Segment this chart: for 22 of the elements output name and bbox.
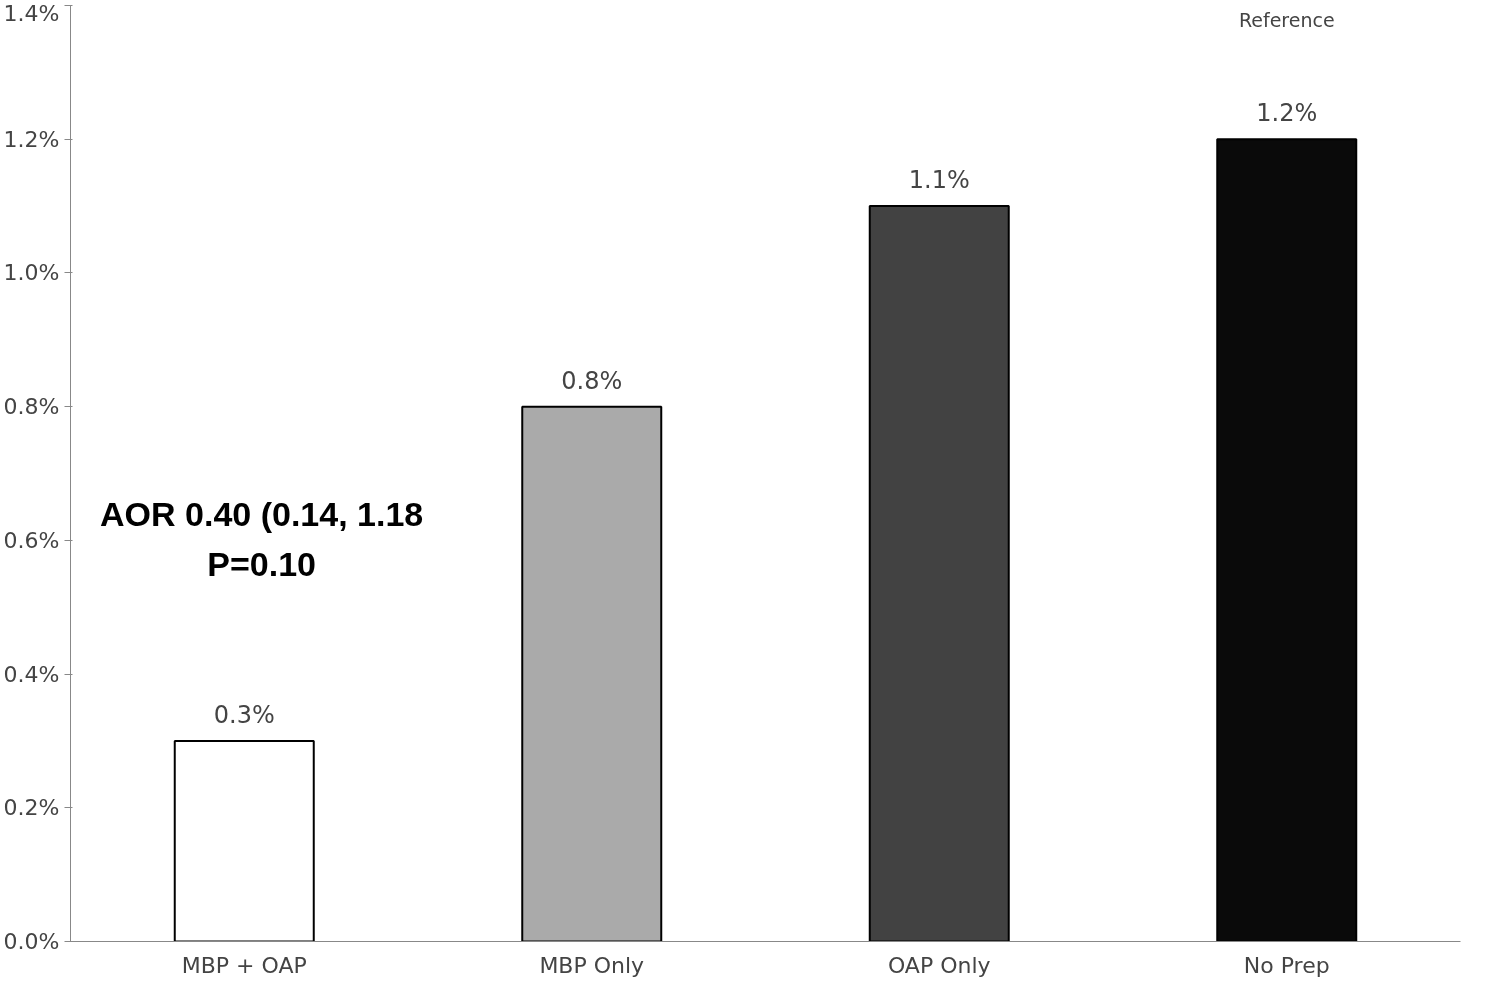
bar [521, 405, 663, 942]
x-tick-label: OAP Only [887, 952, 991, 978]
x-tick-label: MBP Only [539, 952, 645, 978]
y-tick-label: 1.2% [3, 126, 60, 152]
y-tick-label: 1.0% [3, 260, 60, 286]
data-label: 1.1% [908, 166, 970, 195]
data-label: 1.2% [1256, 99, 1318, 128]
x-tick-label: MBP + OAP [181, 952, 307, 978]
y-tick-label: 0.6% [3, 527, 60, 553]
x-tick-label: No Prep [1243, 952, 1330, 978]
data-label: 0.3% [213, 700, 275, 729]
y-tick-label: 1.4% [3, 0, 60, 26]
bar [868, 205, 1010, 942]
data-label: 0.8% [561, 366, 623, 395]
annotation: AOR 0.40 (0.14, 1.18 P=0.10 [100, 495, 424, 583]
bar [1216, 138, 1358, 942]
y-tick-label: 0.2% [3, 795, 60, 821]
y-tick-label: 0.0% [3, 929, 60, 954]
annotation: Reference [1238, 8, 1335, 31]
y-tick-label: 0.4% [3, 661, 60, 687]
bar [173, 739, 315, 942]
y-tick-label: 0.8% [3, 394, 60, 420]
